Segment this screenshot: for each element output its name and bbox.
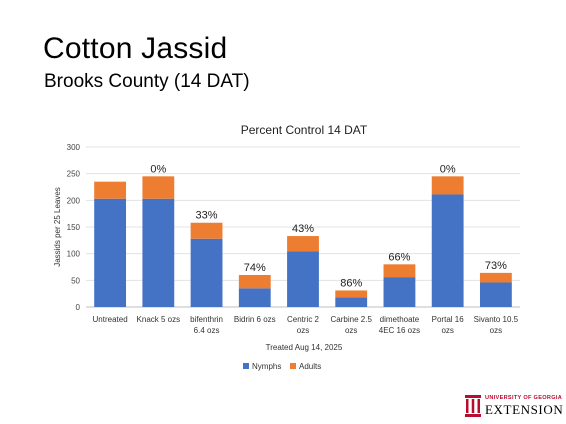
y-tick-label: 300 [67, 143, 81, 152]
data-label: 66% [388, 251, 410, 263]
bar-nymphs [479, 282, 512, 307]
slide-title: Cotton Jassid [43, 32, 228, 65]
x-tick-label: bifenthrin 6.4 ozs [190, 315, 223, 335]
bar-nymphs [238, 288, 271, 307]
x-tick-label: Knack 5 ozs [137, 315, 181, 324]
y-tick-label: 250 [67, 170, 81, 179]
bar-adults [335, 290, 368, 298]
bar-adults [142, 176, 175, 199]
chart-title: Percent Control 14 DAT [241, 123, 368, 137]
data-label: 43% [292, 223, 314, 235]
bar-nymphs [431, 194, 464, 307]
y-tick-label: 100 [67, 250, 81, 259]
x-axis-label: Treated Aug 14, 2025 [266, 343, 343, 352]
bar-nymphs [383, 277, 416, 307]
data-label: 0% [440, 163, 456, 175]
slide-subtitle: Brooks County (14 DAT) [44, 71, 250, 92]
data-label: 73% [485, 260, 507, 272]
y-tick-label: 50 [71, 276, 80, 285]
data-label: 86% [340, 277, 362, 289]
legend-swatch-nymphs [243, 363, 249, 369]
bar-adults [238, 275, 271, 289]
uga-extension-logo: UNIVERSITY OF GEORGIA EXTENSION [465, 395, 563, 417]
data-label: 33% [196, 210, 218, 222]
bar-adults [287, 236, 319, 252]
bar-adults [383, 264, 416, 278]
logo-university-text: UNIVERSITY OF GEORGIA [485, 395, 563, 402]
x-tick-label: Carbine 2.5 ozs [331, 315, 373, 335]
bar-nymphs [142, 198, 175, 307]
x-tick-label: Untreated [93, 315, 128, 324]
bar-adults [479, 272, 512, 283]
bar-adults [190, 222, 223, 239]
bar-nymphs [190, 238, 223, 307]
bar-nymphs [287, 251, 319, 307]
bar-nymphs [335, 297, 368, 307]
y-axis-label: Jassids per 25 Leaves [53, 187, 62, 267]
bar-adults [431, 176, 464, 195]
x-tick-label: Bidrin 6 ozs [234, 315, 276, 324]
chart-legend: Nymphs Adults [243, 362, 321, 371]
bar-adults [94, 181, 127, 199]
uga-arch-icon [465, 395, 481, 417]
y-tick-label: 150 [67, 223, 81, 232]
legend-label-nymphs: Nymphs [252, 362, 281, 371]
x-tick-label: Centric 2 ozs [287, 315, 320, 335]
legend-label-adults: Adults [299, 362, 321, 371]
data-label: 74% [244, 262, 266, 274]
x-tick-label: Sivanto 10.5 ozs [474, 315, 519, 335]
data-label: 0% [150, 163, 166, 175]
legend-swatch-adults [290, 363, 296, 369]
y-tick-label: 0 [76, 303, 81, 312]
bar-nymphs [94, 198, 127, 307]
logo-extension-text: EXTENSION [485, 401, 564, 417]
y-tick-label: 200 [67, 196, 81, 205]
x-tick-label: dimethoate 4EC 16 ozs [379, 315, 420, 335]
x-tick-label: Portal 16 ozs [432, 315, 465, 335]
